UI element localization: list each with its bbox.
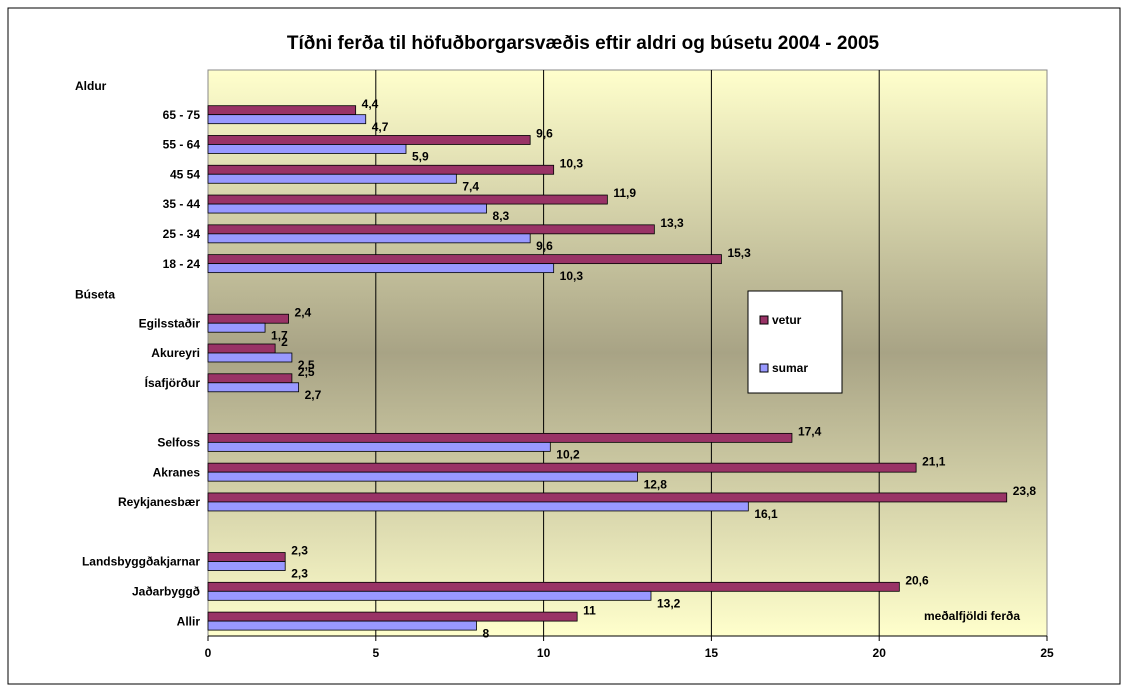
- bar: [207, 382, 300, 393]
- y-tick-label: Reykjanesbær: [118, 495, 200, 509]
- data-label: 13,3: [660, 216, 684, 230]
- y-tick-label: 45 54: [170, 167, 200, 181]
- data-label: 10,2: [556, 448, 580, 462]
- bar: [207, 135, 531, 145]
- data-label: 1,7: [271, 328, 288, 342]
- data-label: 10,3: [560, 156, 584, 170]
- data-label: 2,3: [291, 544, 308, 558]
- x-tick-label: 0: [205, 646, 212, 660]
- y-tick-label: 18 - 24: [163, 257, 201, 271]
- bar: [207, 254, 722, 265]
- bar: [207, 114, 367, 125]
- data-label: 8,3: [493, 209, 510, 223]
- bar: [207, 322, 266, 333]
- plot-area: [207, 69, 1048, 637]
- bar: [207, 263, 555, 274]
- data-label: 4,7: [372, 120, 389, 134]
- data-label: 10,3: [560, 269, 584, 283]
- x-tick-label: 20: [873, 646, 887, 660]
- bar: [207, 144, 407, 154]
- data-label: 11: [583, 603, 596, 617]
- data-label: 20,6: [905, 573, 929, 587]
- y-tick-label: Landsbyggðakjarnar: [82, 555, 200, 569]
- axis-label: meðalfjöldi ferða: [924, 609, 1020, 623]
- data-label: 15,3: [727, 246, 751, 260]
- bar: [207, 173, 457, 184]
- bar: [207, 164, 555, 175]
- data-label: 8: [482, 626, 489, 640]
- y-tick-label: Selfoss: [157, 436, 200, 450]
- data-label: 9,6: [536, 239, 553, 253]
- group-label: Aldur: [75, 79, 107, 93]
- bar: [207, 194, 608, 205]
- bar: [207, 492, 1008, 503]
- group-label: Búseta: [75, 288, 115, 302]
- data-label: 17,4: [798, 425, 822, 439]
- x-tick-label: 10: [537, 646, 551, 660]
- y-tick-label: Akureyri: [151, 346, 200, 360]
- data-label: 2,3: [291, 567, 308, 581]
- bar: [207, 313, 289, 324]
- data-label: 23,8: [1013, 484, 1037, 498]
- data-label: 12,8: [644, 477, 668, 491]
- bar: [207, 581, 900, 592]
- y-tick-label: 55 - 64: [163, 138, 201, 152]
- data-label: 21,1: [922, 454, 946, 468]
- data-label: 2,4: [295, 305, 312, 319]
- x-tick-label: 15: [705, 646, 719, 660]
- data-label: 2: [281, 335, 288, 349]
- bar: [207, 203, 487, 214]
- y-tick-label: 25 - 34: [163, 227, 201, 241]
- data-label: 11,9: [613, 186, 636, 200]
- bar: [207, 441, 551, 452]
- y-tick-label: Egilsstaðir: [139, 316, 201, 330]
- legend-label: sumar: [772, 361, 808, 375]
- bar: [207, 501, 749, 512]
- y-tick-label: Ísafjörður: [145, 375, 201, 390]
- data-label: 2,7: [305, 388, 322, 402]
- bar: [207, 611, 578, 622]
- bar: [207, 620, 477, 631]
- data-label: 2,5: [298, 358, 315, 372]
- bar: [207, 343, 276, 354]
- data-label: 13,2: [657, 596, 681, 610]
- data-label: 4,4: [362, 97, 379, 111]
- y-tick-label: 35 - 44: [163, 197, 201, 211]
- y-tick-label: Akranes: [153, 465, 201, 479]
- legend-label: vetur: [772, 313, 802, 327]
- bar: [207, 432, 793, 443]
- legend-swatch: [759, 363, 769, 373]
- bar: [207, 352, 293, 363]
- bar: [207, 105, 357, 116]
- data-label: 2,5: [298, 365, 315, 379]
- legend-swatch: [759, 315, 769, 325]
- bar: [207, 471, 638, 482]
- y-tick-label: Allir: [177, 614, 201, 628]
- chart-title: Tíðni ferða til höfuðborgarsvæðis eftir …: [287, 33, 880, 54]
- bar: [207, 462, 917, 473]
- data-label: 5,9: [412, 150, 429, 164]
- bar: [207, 224, 655, 235]
- data-label: 7,4: [462, 179, 479, 193]
- y-tick-label: Jaðarbyggð: [132, 584, 200, 598]
- y-tick-label: 65 - 75: [163, 108, 201, 122]
- bar: [207, 590, 652, 601]
- x-tick-label: 5: [372, 646, 379, 660]
- data-label: 9,6: [536, 127, 553, 141]
- bar: [207, 373, 293, 384]
- legend: [747, 290, 843, 394]
- data-label: 16,1: [754, 507, 778, 521]
- bar: [207, 552, 286, 562]
- bar: [207, 561, 286, 571]
- x-tick-label: 25: [1040, 646, 1054, 660]
- bar: [207, 233, 531, 244]
